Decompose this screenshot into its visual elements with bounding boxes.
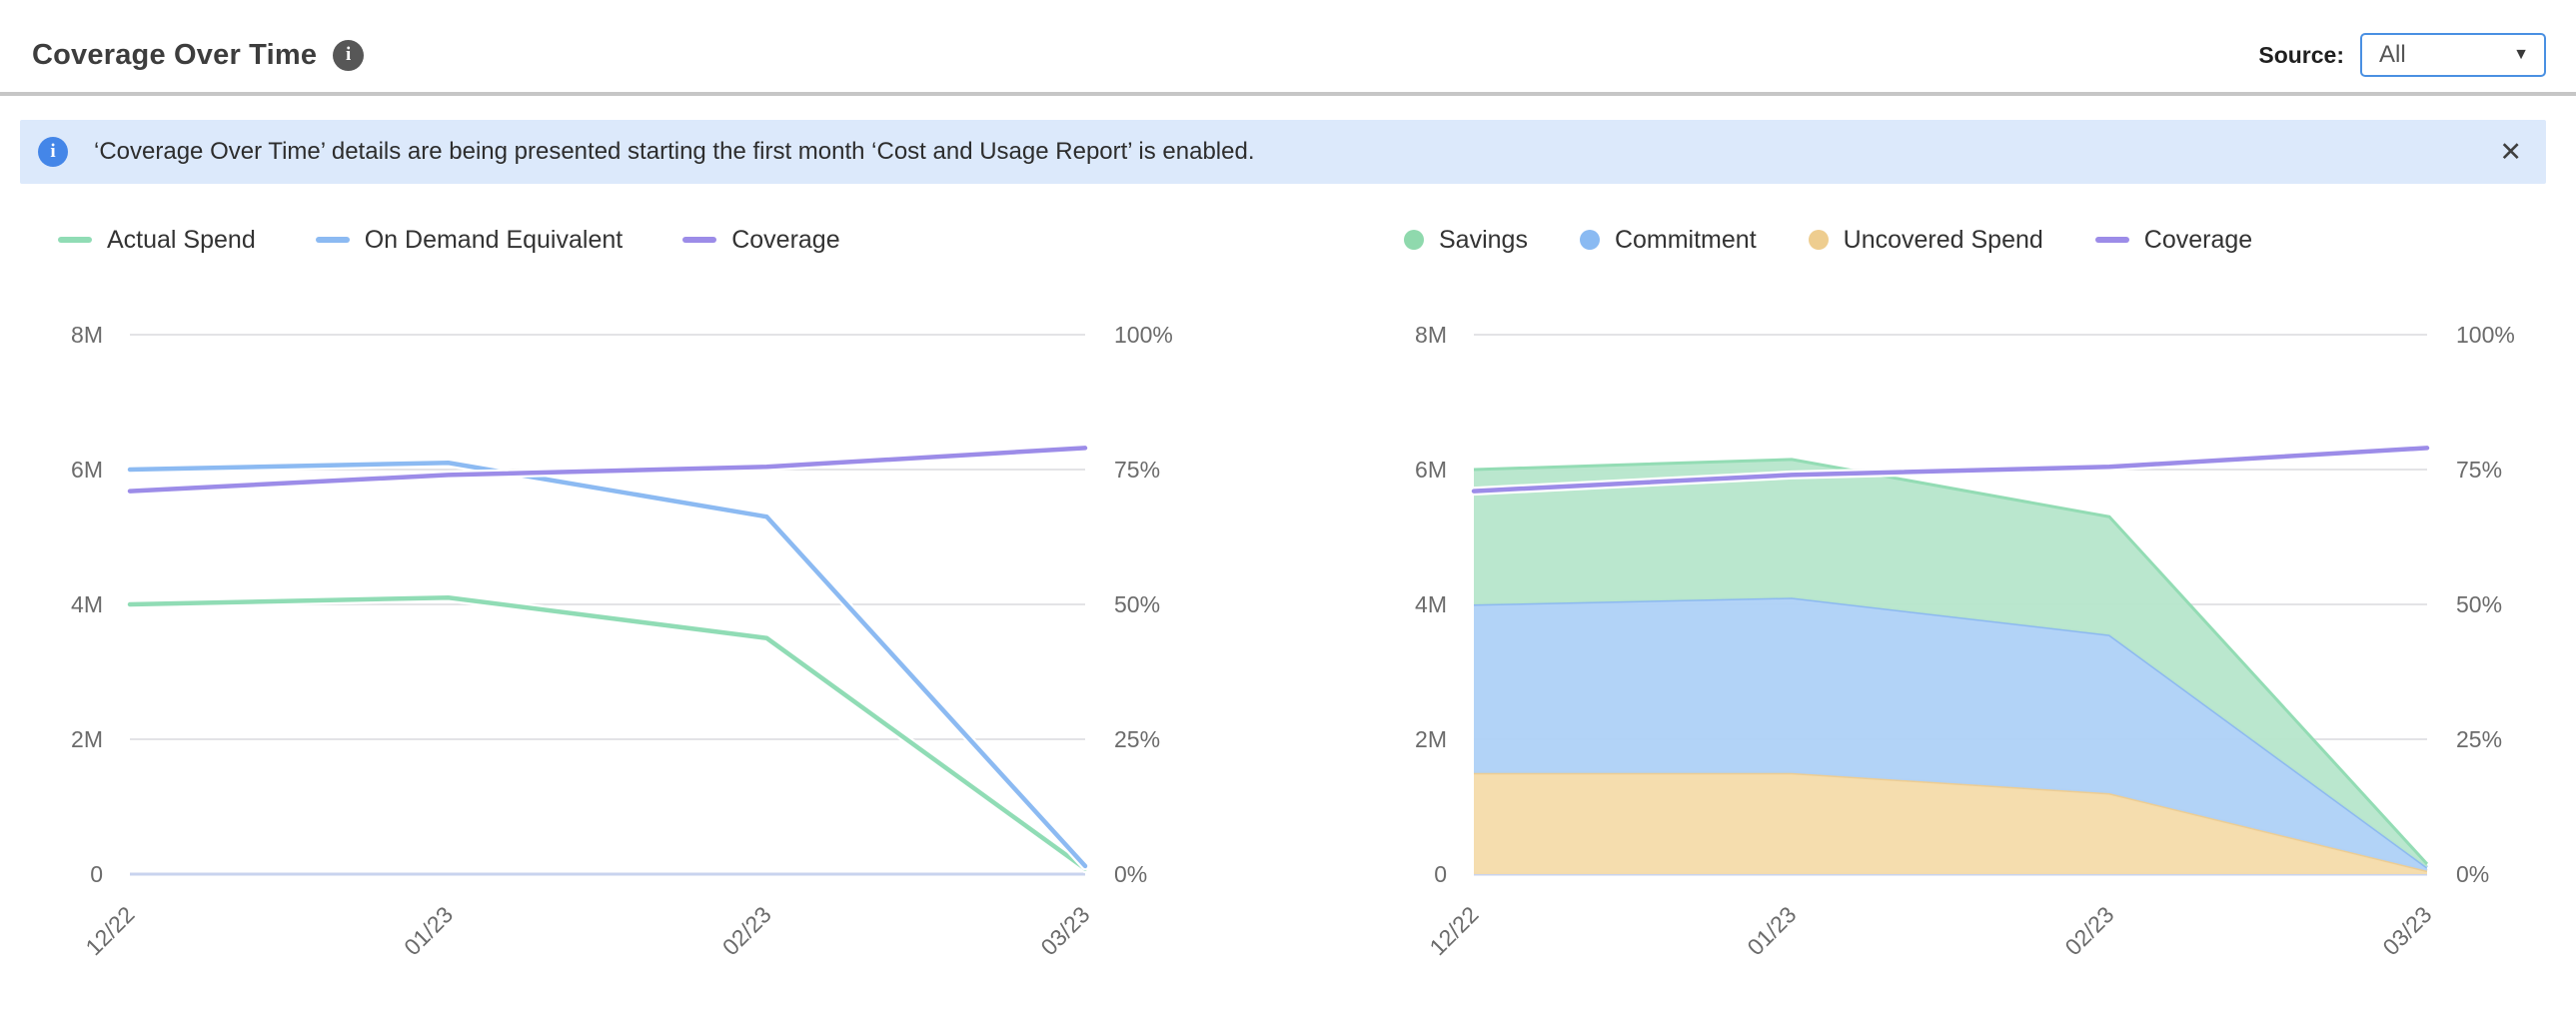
area-edge-savings bbox=[1473, 458, 2429, 865]
legend-dash-marker bbox=[682, 237, 717, 243]
y-axis-tick-right: 100% bbox=[1114, 322, 1173, 348]
line-halo-on-demand-equivalent bbox=[125, 458, 1090, 871]
legend-item-savings[interactable]: Savings bbox=[1404, 226, 1528, 255]
legend-item-on-demand-equivalent[interactable]: On Demand Equivalent bbox=[315, 225, 624, 255]
legend-dash-marker bbox=[315, 237, 350, 243]
x-axis-tick: 12/22 bbox=[80, 901, 139, 960]
legend-circle-marker bbox=[1404, 230, 1424, 250]
info-banner: i ‘Coverage Over Time’ details are being… bbox=[20, 120, 2546, 184]
x-axis-tick: 02/23 bbox=[717, 901, 776, 960]
area-commitment bbox=[1474, 597, 2427, 871]
legend-item-commitment[interactable]: Commitment bbox=[1579, 225, 1757, 255]
y-axis-tick-right: 0% bbox=[1114, 861, 1147, 887]
legend-label: Coverage bbox=[2143, 225, 2253, 254]
legend-item-uncovered-spend[interactable]: Uncovered Spend bbox=[1808, 225, 2043, 255]
line-on-demand-equivalent bbox=[127, 461, 1088, 869]
x-axis-tick: 12/22 bbox=[1424, 901, 1483, 960]
banner-info-icon-glyph: i bbox=[50, 141, 56, 162]
legend-dash-marker bbox=[2094, 237, 2129, 243]
legend-item-actual-spend[interactable]: Actual Spend bbox=[58, 226, 256, 255]
line-coverage bbox=[127, 446, 1088, 494]
legend-item-coverage[interactable]: Coverage bbox=[682, 225, 840, 255]
legend-label: On Demand Equivalent bbox=[364, 225, 624, 254]
legend-label: Savings bbox=[1439, 225, 1528, 254]
area-savings bbox=[1474, 459, 2427, 868]
y-axis-tick-left: 4M bbox=[71, 591, 103, 617]
y-axis-tick-right: 25% bbox=[1114, 726, 1160, 752]
y-axis-tick-right: 25% bbox=[2456, 726, 2502, 752]
header-divider bbox=[0, 92, 2576, 96]
y-axis-tick-left: 6M bbox=[1415, 457, 1447, 483]
y-axis-tick-left: 2M bbox=[71, 726, 103, 752]
y-axis-tick-right: 0% bbox=[2456, 861, 2489, 887]
line-chart-legend: Actual Spend On Demand Equivalent Coverage bbox=[0, 218, 1288, 262]
line-halo-actual-spend bbox=[125, 592, 1090, 874]
page-title: Coverage Over Time bbox=[32, 38, 318, 71]
y-axis-tick-right: 75% bbox=[2456, 457, 2502, 483]
y-axis-tick-right: 50% bbox=[1114, 591, 1160, 617]
banner-text: ‘Coverage Over Time’ details are being p… bbox=[94, 138, 1255, 165]
chevron-down-icon: ▼ bbox=[2513, 46, 2529, 63]
legend-circle-marker bbox=[1808, 230, 1829, 250]
x-axis-tick: 01/23 bbox=[1742, 901, 1801, 960]
banner-info-icon: i bbox=[38, 137, 68, 167]
spend-line-chart: Actual Spend On Demand Equivalent Coverage… bbox=[0, 218, 1288, 971]
close-icon[interactable]: ✕ bbox=[2499, 136, 2522, 167]
info-icon[interactable]: i bbox=[333, 39, 365, 71]
source-filter-group: Source: All ▼ bbox=[2258, 33, 2546, 77]
x-axis-tick: 02/23 bbox=[2059, 901, 2118, 960]
y-axis-tick-right: 50% bbox=[2456, 591, 2502, 617]
y-axis-tick-left: 0 bbox=[90, 861, 103, 887]
x-axis-tick: 01/23 bbox=[399, 901, 458, 960]
y-axis-tick-right: 100% bbox=[2456, 322, 2515, 348]
y-axis-tick-left: 2M bbox=[1415, 726, 1447, 752]
legend-item-coverage[interactable]: Coverage bbox=[2094, 225, 2253, 255]
y-axis-tick-right: 75% bbox=[1114, 457, 1160, 483]
x-axis-tick: 03/23 bbox=[2377, 901, 2436, 960]
y-axis-tick-left: 0 bbox=[1434, 861, 1447, 887]
legend-label: Coverage bbox=[731, 225, 840, 254]
legend-label: Uncovered Spend bbox=[1843, 225, 2043, 254]
legend-dash-marker bbox=[58, 237, 92, 243]
source-dropdown[interactable]: All ▼ bbox=[2360, 33, 2546, 77]
legend-label: Actual Spend bbox=[107, 225, 256, 254]
area-chart-legend: Savings Commitment Uncovered Spend Coverage bbox=[1288, 218, 2576, 262]
info-icon-glyph: i bbox=[346, 44, 352, 65]
coverage-area-chart: Savings Commitment Uncovered Spend Coverage… bbox=[1288, 218, 2576, 971]
legend-label: Commitment bbox=[1614, 225, 1757, 254]
source-label: Source: bbox=[2258, 41, 2344, 68]
legend-circle-marker bbox=[1579, 230, 1600, 250]
y-axis-tick-left: 4M bbox=[1415, 591, 1447, 617]
y-axis-tick-left: 8M bbox=[1415, 322, 1447, 348]
panel-header: Coverage Over Time i Source: All ▼ bbox=[0, 0, 2576, 92]
y-axis-tick-left: 6M bbox=[71, 457, 103, 483]
line-chart-canvas: 0 0% 2M 25% 4M 50% 6M 75% 8M 100% 12/22 01/23 02/23 0… bbox=[71, 322, 1173, 960]
line-coverage bbox=[1471, 446, 2430, 494]
x-axis-tick: 03/23 bbox=[1035, 901, 1094, 960]
area-chart-canvas: 0 0% 2M 25% 4M 50% 6M 75% 8M 100% 12/22 01/23 02/23 0… bbox=[1415, 322, 2515, 960]
header-title-group: Coverage Over Time i bbox=[32, 38, 365, 72]
charts-row: Actual Spend On Demand Equivalent Coverage… bbox=[0, 218, 2576, 971]
y-axis-tick-left: 8M bbox=[71, 322, 103, 348]
line-actual-spend bbox=[127, 595, 1088, 871]
source-dropdown-value: All bbox=[2379, 41, 2406, 68]
area-uncovered-spend bbox=[1474, 772, 2427, 874]
